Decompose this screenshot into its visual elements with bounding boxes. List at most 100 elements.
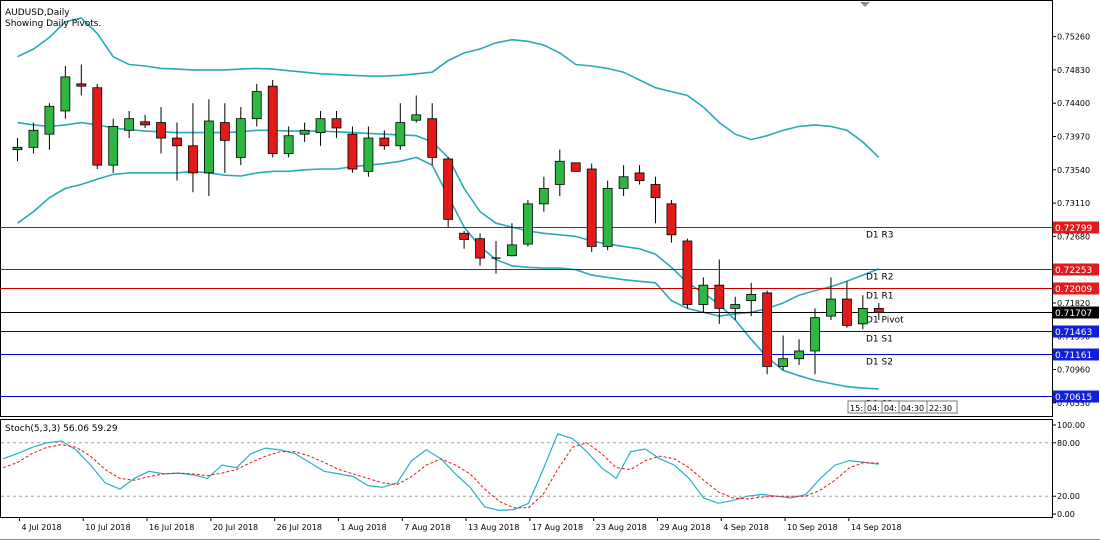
candle: [873, 302, 884, 320]
timer-label: 15:: [850, 404, 863, 413]
price-tick-label: 0.73970: [1057, 132, 1090, 141]
candle-body: [203, 120, 214, 174]
candle-body: [666, 203, 677, 236]
candle-body: [698, 284, 709, 305]
candle: [794, 339, 804, 365]
price-tick-label: 0.74830: [1057, 66, 1090, 75]
candle: [347, 126, 358, 173]
candle-body: [395, 122, 406, 147]
candle: [634, 165, 645, 185]
candle: [746, 282, 757, 317]
candle: [682, 238, 693, 309]
timer-labels: 15: 04: 04: 04:30 22:30: [847, 400, 958, 414]
pivot-price-value: 0.72253: [1055, 266, 1092, 276]
candle: [778, 335, 788, 371]
candle-body: [650, 184, 661, 199]
candle-body: [347, 133, 358, 170]
candle-body: [108, 126, 119, 166]
candle-body: [586, 168, 597, 247]
pivot-tags: 0.72799 0.72253 0.72009 0.71707 0.71463 0.711…: [1053, 221, 1099, 403]
candle: [140, 114, 151, 128]
candle: [395, 103, 406, 150]
price-tick-label: 0.73110: [1057, 199, 1090, 208]
candles: [12, 64, 884, 375]
candle: [188, 103, 198, 193]
pivot-price-value: 0.71161: [1055, 351, 1092, 361]
pivot-label: D1 S1: [866, 335, 893, 345]
candle-body: [251, 91, 262, 120]
candle: [491, 241, 501, 274]
candle-body: [554, 160, 565, 185]
candle: [76, 64, 87, 96]
pivot-price-tag: [1053, 348, 1099, 361]
candle-body: [379, 137, 390, 147]
candle: [60, 66, 71, 119]
chart-shift-marker[interactable]: [860, 2, 870, 7]
candle-body: [140, 121, 151, 126]
timer-box: [926, 400, 958, 414]
candle-body: [810, 317, 820, 352]
candle-body: [124, 118, 135, 131]
candle-body: [618, 176, 629, 189]
candle-body: [475, 238, 485, 259]
candle: [92, 83, 103, 170]
candle: [602, 180, 613, 251]
time-tick-label: 17 Aug 2018: [532, 523, 583, 532]
pivot-price-value: 0.70615: [1055, 393, 1092, 403]
candle-body: [299, 129, 310, 135]
time-tick-label: 1 Aug 2018: [340, 523, 386, 532]
candle-body: [267, 85, 278, 154]
timer-label: 22:30: [929, 404, 952, 413]
candle-body: [235, 118, 246, 158]
candle: [810, 308, 820, 375]
pivot-label: D1 R2: [866, 273, 894, 283]
candle: [299, 122, 310, 142]
time-tick-label: 10 Sep 2018: [787, 523, 838, 532]
candle-body: [794, 350, 804, 360]
candle: [698, 277, 709, 313]
candle: [443, 157, 454, 228]
candle: [172, 122, 182, 181]
time-tick-label: 23 Aug 2018: [596, 523, 647, 532]
stochastic-d-line: [2, 442, 879, 509]
candle: [570, 162, 581, 172]
candle-body: [363, 137, 374, 172]
price-tick-label: 0.71820: [1057, 299, 1090, 308]
candle-body: [634, 172, 645, 182]
price-tick-label: 0.70960: [1057, 366, 1090, 375]
candle: [427, 103, 438, 166]
candle: [363, 126, 374, 177]
candle: [235, 107, 246, 166]
time-axis: 4 Jul 2018 10 Jul 2018 16 Jul 2018 20 Jul 2…: [18, 517, 902, 532]
time-tick-label: 14 Sep 2018: [851, 523, 902, 532]
stochastic-tick-label: 100.00: [1057, 421, 1085, 430]
candle-body: [873, 307, 884, 313]
candle: [331, 110, 342, 139]
pivot-label: D1 R3: [866, 231, 894, 241]
candle: [203, 99, 214, 197]
price-tick-label: 0.74400: [1057, 99, 1090, 108]
pivot-price-tag: [1053, 282, 1099, 295]
candle: [108, 118, 119, 173]
candle: [666, 199, 677, 243]
pivot-price-tag: [1053, 390, 1099, 403]
candle-body: [682, 240, 693, 305]
pivot-price-tag: [1053, 221, 1099, 234]
candle-body: [602, 187, 613, 247]
price-tick-label: 0.75260: [1057, 33, 1090, 42]
candle: [28, 122, 39, 154]
candle: [842, 281, 852, 328]
candle-body: [570, 162, 581, 172]
candle-body: [315, 118, 326, 134]
candle-body: [219, 122, 230, 141]
candle: [251, 83, 262, 127]
price-panel-frame: [0, 0, 1053, 417]
candle-body: [842, 298, 852, 326]
candle-body: [459, 232, 470, 240]
time-tick-label: 4 Jul 2018: [21, 523, 61, 532]
candle: [618, 165, 629, 197]
candle: [124, 110, 135, 139]
candle-body: [538, 187, 549, 205]
